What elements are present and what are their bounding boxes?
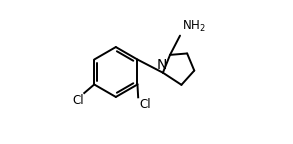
Text: Cl: Cl — [72, 94, 84, 107]
Text: N: N — [157, 58, 167, 72]
Text: Cl: Cl — [139, 98, 151, 111]
Text: NH$_2$: NH$_2$ — [182, 19, 206, 34]
